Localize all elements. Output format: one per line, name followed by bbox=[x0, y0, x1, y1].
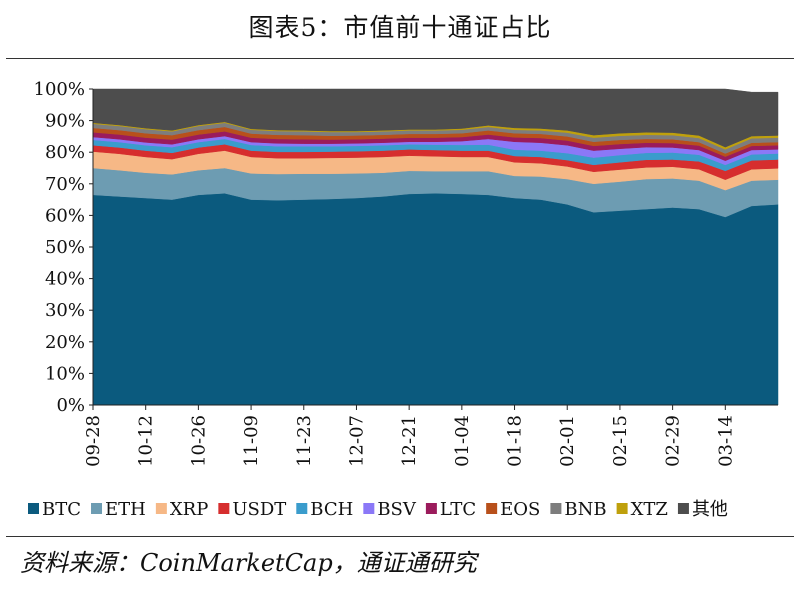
page-title: 图表5：市值前十通证占比 bbox=[248, 13, 552, 42]
x-tick-label: 01-04 bbox=[452, 415, 473, 467]
legend-swatch bbox=[486, 503, 498, 514]
y-tick-label: 60% bbox=[45, 205, 85, 226]
x-tick-label: 03-14 bbox=[715, 415, 736, 467]
axes-layer: 0% 10% 20% 30% 40% 50% 60% 70% 80% 90% 100% 09-28 10… bbox=[34, 79, 778, 467]
legend-item-6: LTC bbox=[425, 499, 476, 520]
x-tick-label: 02-01 bbox=[557, 415, 578, 467]
legend-item-8: BNB bbox=[550, 499, 607, 520]
legend-item-7: EOS bbox=[486, 499, 540, 520]
x-tick-label: 09-28 bbox=[83, 415, 104, 467]
legend-label: 其他 bbox=[692, 499, 728, 520]
y-tick-label: 80% bbox=[45, 142, 85, 163]
legend-item-1: ETH bbox=[91, 499, 146, 520]
y-tick-label: 40% bbox=[45, 269, 85, 290]
legend-item-0: BTC bbox=[28, 499, 81, 520]
legend-label: BCH bbox=[310, 499, 353, 520]
legend-item-5: BSV bbox=[363, 499, 417, 520]
x-tick-label: 02-15 bbox=[610, 415, 631, 467]
legend-label: XRP bbox=[170, 499, 208, 520]
legend-item-10: 其他 bbox=[677, 499, 728, 520]
source-note: 资料来源：CoinMarketCap，通证通研究 bbox=[20, 549, 477, 577]
legend-item-9: XTZ bbox=[616, 499, 668, 520]
y-tick-label: 70% bbox=[45, 174, 85, 195]
legend: BTC ETH XRP USDT BCH BSV LTC EOS BNB XTZ 其他 bbox=[28, 499, 728, 520]
y-tick-label: 90% bbox=[45, 111, 85, 132]
legend-swatch bbox=[677, 503, 689, 514]
legend-label: XTZ bbox=[631, 499, 668, 520]
legend-label: ETH bbox=[105, 499, 146, 520]
legend-label: USDT bbox=[232, 499, 286, 520]
area-series-10 bbox=[92, 88, 779, 148]
stacked-area-chart: 0% 10% 20% 30% 40% 50% 60% 70% 80% 90% 100% 09-28 10… bbox=[28, 79, 779, 520]
legend-swatch bbox=[550, 503, 562, 514]
y-tick-label: 100% bbox=[34, 79, 85, 100]
y-tick-label: 50% bbox=[45, 237, 85, 258]
area-layer bbox=[92, 88, 779, 406]
legend-item-4: BCH bbox=[296, 499, 353, 520]
legend-label: BTC bbox=[42, 499, 81, 520]
legend-swatch bbox=[28, 503, 39, 514]
x-tick-label: 12-07 bbox=[346, 415, 367, 467]
top-rule bbox=[6, 58, 794, 59]
area-series-0 bbox=[92, 193, 779, 406]
legend-swatch bbox=[425, 503, 437, 514]
legend-label: BSV bbox=[377, 499, 417, 520]
x-tick-label: 02-29 bbox=[663, 415, 684, 467]
bottom-rule bbox=[6, 536, 794, 537]
legend-swatch bbox=[91, 503, 103, 514]
legend-swatch bbox=[616, 503, 628, 514]
y-tick-label: 30% bbox=[45, 300, 85, 321]
legend-swatch bbox=[296, 503, 308, 514]
x-tick-label: 11-23 bbox=[294, 415, 315, 467]
legend-swatch bbox=[218, 503, 230, 514]
legend-swatch bbox=[363, 503, 375, 514]
legend-swatch bbox=[155, 503, 167, 514]
x-tick-label: 01-18 bbox=[505, 415, 526, 467]
x-tick-label: 12-21 bbox=[399, 415, 420, 467]
y-tick-label: 20% bbox=[45, 332, 85, 353]
legend-item-2: XRP bbox=[155, 499, 208, 520]
legend-label: LTC bbox=[440, 499, 476, 520]
legend-label: BNB bbox=[564, 499, 606, 520]
y-tick-label: 10% bbox=[45, 363, 85, 384]
x-tick-label: 11-09 bbox=[241, 415, 262, 467]
x-tick-label: 10-12 bbox=[136, 415, 157, 467]
legend-label: EOS bbox=[500, 499, 540, 520]
y-tick-label: 0% bbox=[56, 395, 85, 416]
legend-item-3: USDT bbox=[218, 499, 286, 520]
x-tick-label: 10-26 bbox=[188, 415, 209, 467]
